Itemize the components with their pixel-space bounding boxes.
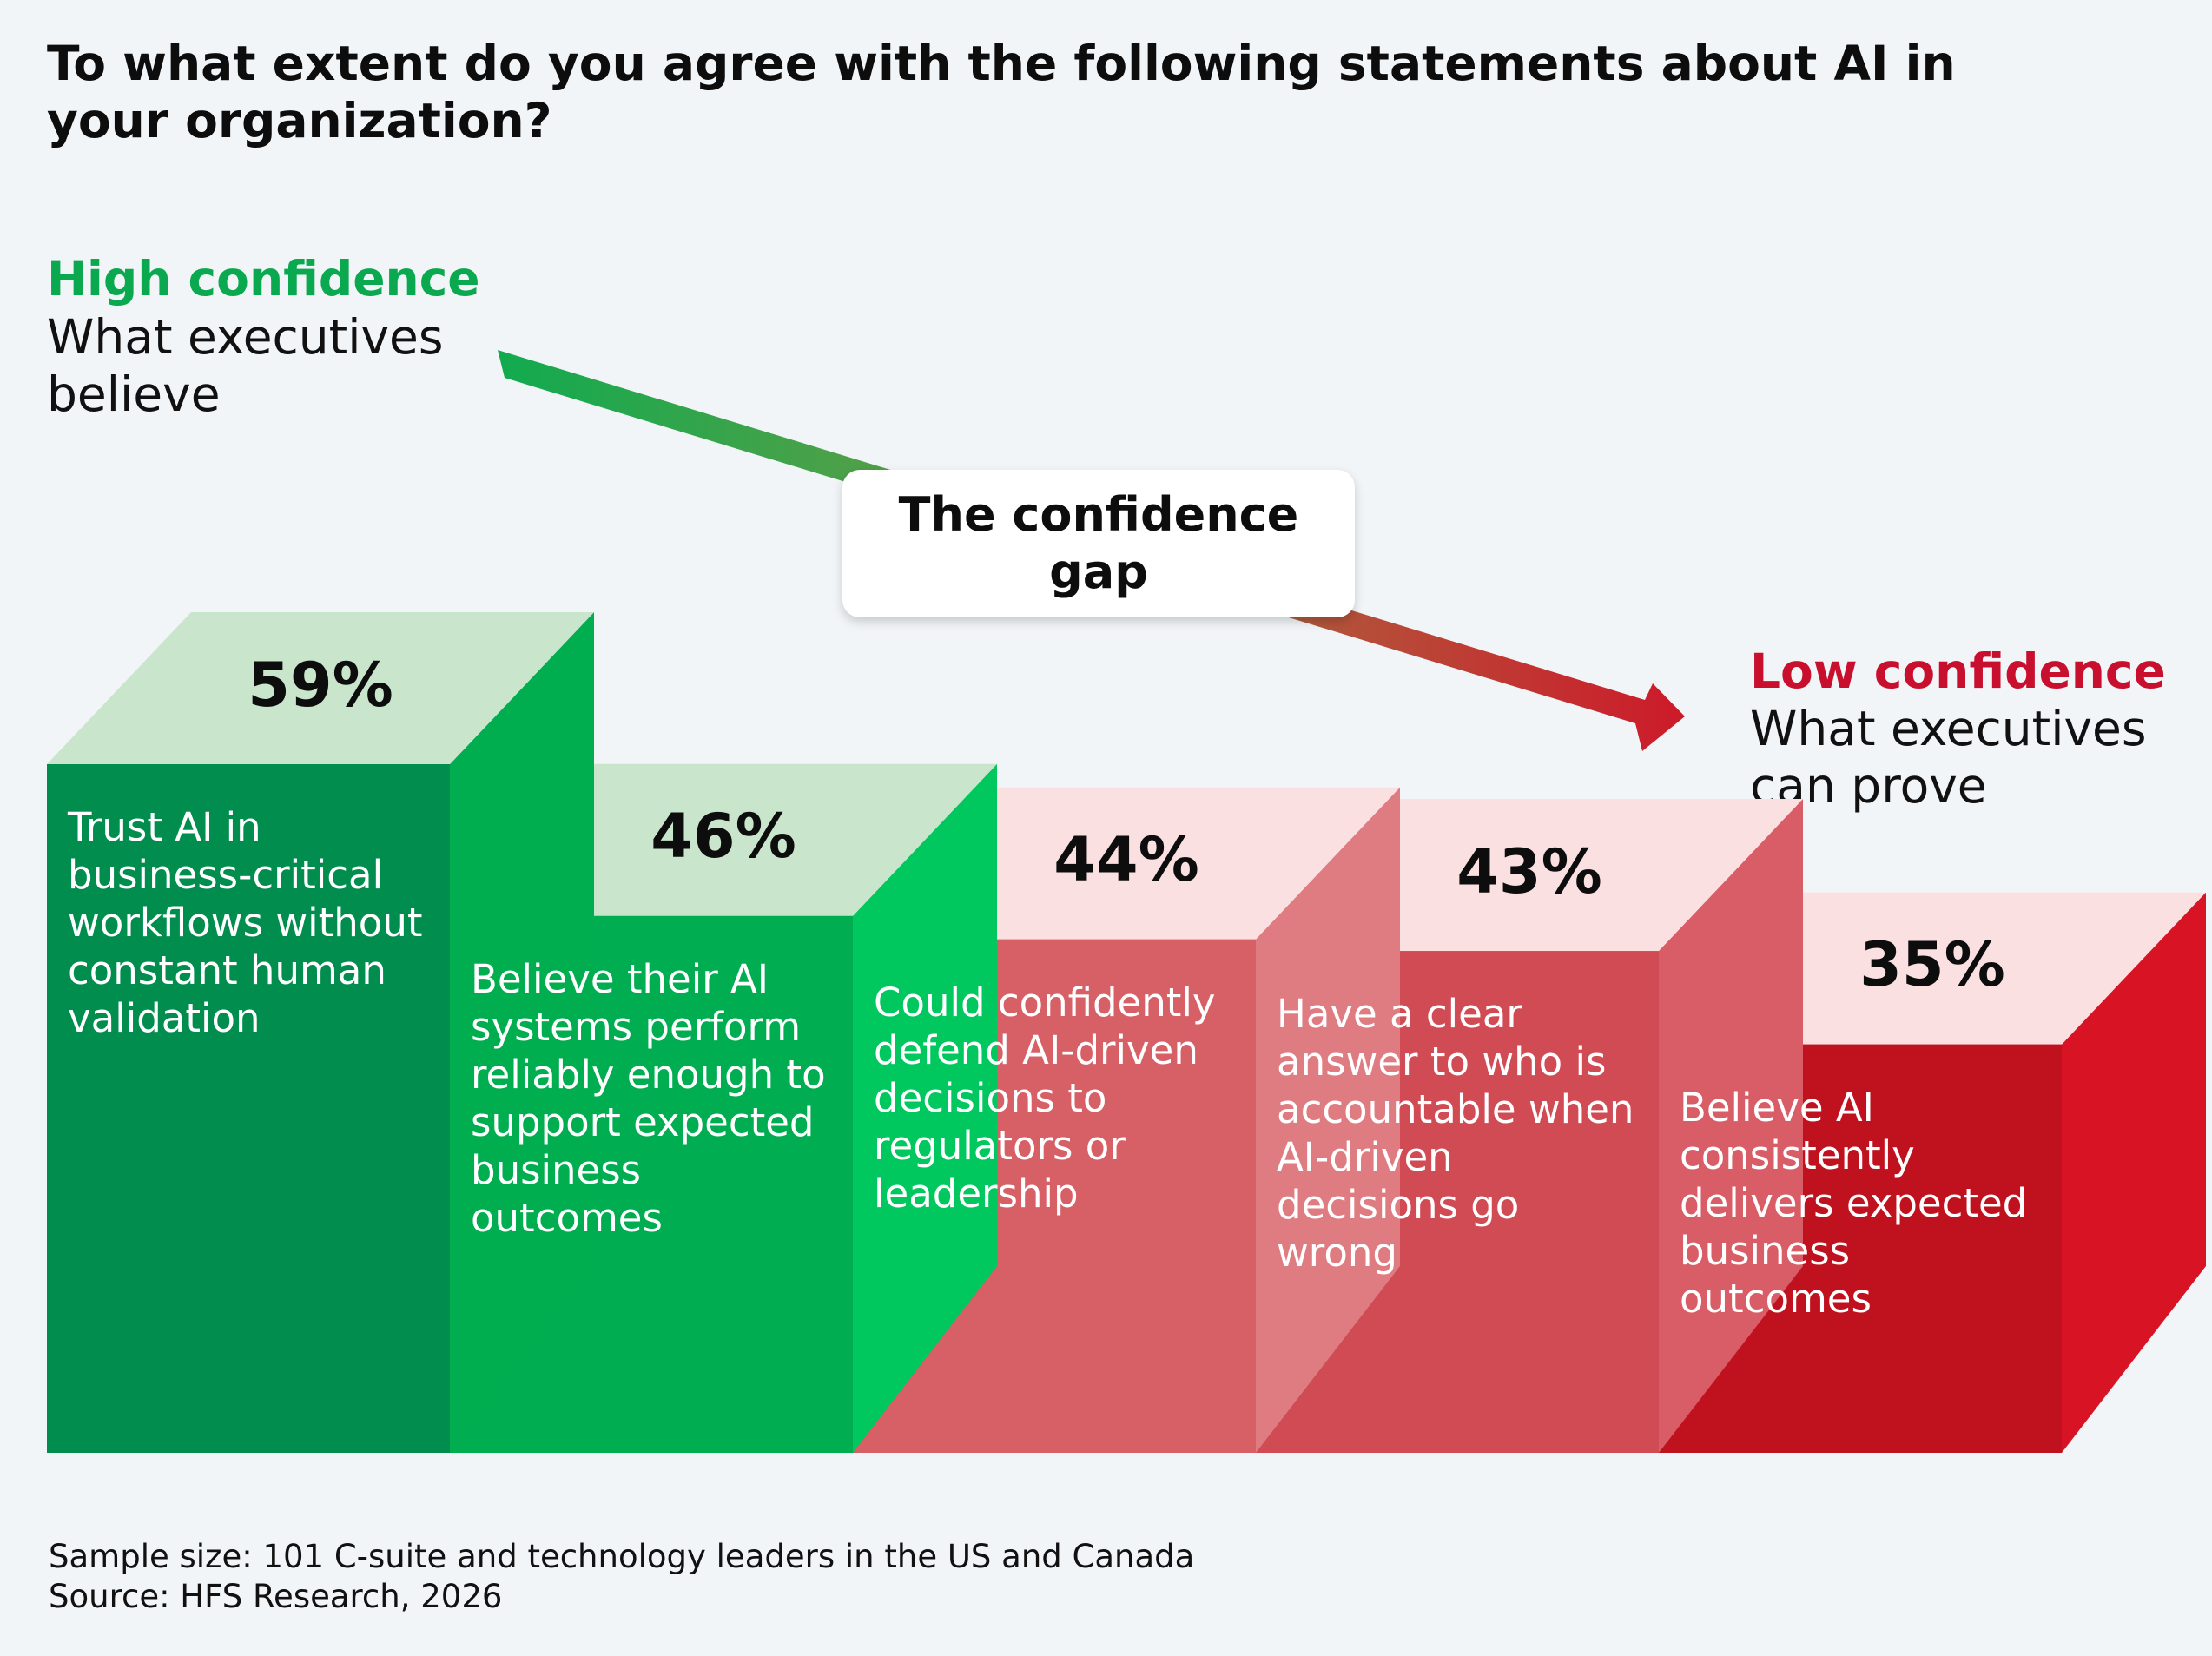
bar-front-face bbox=[47, 764, 450, 1453]
low-confidence-heading: Low confidence bbox=[1750, 643, 2166, 699]
bar-value-label: 43% bbox=[1456, 835, 1602, 907]
bar-top-face bbox=[47, 612, 594, 764]
bar-category-label: Could confidently defend AI-driven decis… bbox=[874, 979, 1216, 1217]
confidence-gap-callout: The confidence gap bbox=[842, 470, 1355, 617]
bar-category-label: Have a clear answer to who is accountabl… bbox=[1277, 991, 1634, 1277]
high-confidence-subtitle: What executives believe bbox=[47, 309, 444, 422]
bar-category-label: Believe AI consistently delivers expecte… bbox=[1680, 1084, 2028, 1322]
bar-value-label: 35% bbox=[1859, 929, 2005, 1001]
bar-category-label: Believe their AI systems perform reliabl… bbox=[471, 955, 826, 1241]
bar-1 bbox=[47, 612, 594, 1453]
chart-title: To what extent do you agree with the fol… bbox=[47, 36, 1956, 148]
bar-side-face bbox=[2062, 892, 2206, 1453]
source-note: Source: HFS Research, 2026 bbox=[49, 1578, 503, 1615]
high-confidence-heading: High confidence bbox=[47, 251, 480, 307]
confidence-gap-label: The confidence gap bbox=[898, 487, 1299, 599]
sample-size-note: Sample size: 101 C-suite and technology … bbox=[49, 1538, 1195, 1575]
bar-category-label: Trust AI in business-critical workflows … bbox=[68, 804, 423, 1041]
bar-side-face bbox=[1659, 799, 1803, 1453]
bar-side-face bbox=[450, 612, 594, 1453]
bar-side-face bbox=[853, 763, 997, 1453]
bar-side-face bbox=[1256, 787, 1400, 1453]
bar-value-label: 59% bbox=[248, 649, 393, 721]
bar-value-label: 44% bbox=[1053, 824, 1199, 896]
bar-value-label: 46% bbox=[650, 801, 796, 873]
